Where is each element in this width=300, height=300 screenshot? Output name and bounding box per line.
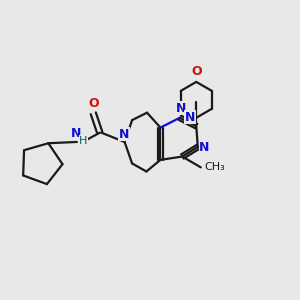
Text: N: N xyxy=(199,141,209,154)
Text: N: N xyxy=(71,127,81,140)
Text: N: N xyxy=(119,128,129,141)
Text: H: H xyxy=(79,136,88,146)
Text: O: O xyxy=(191,65,202,78)
Text: O: O xyxy=(88,97,99,110)
Text: N: N xyxy=(184,111,195,124)
Text: CH₃: CH₃ xyxy=(204,162,225,172)
Text: N: N xyxy=(176,102,186,115)
